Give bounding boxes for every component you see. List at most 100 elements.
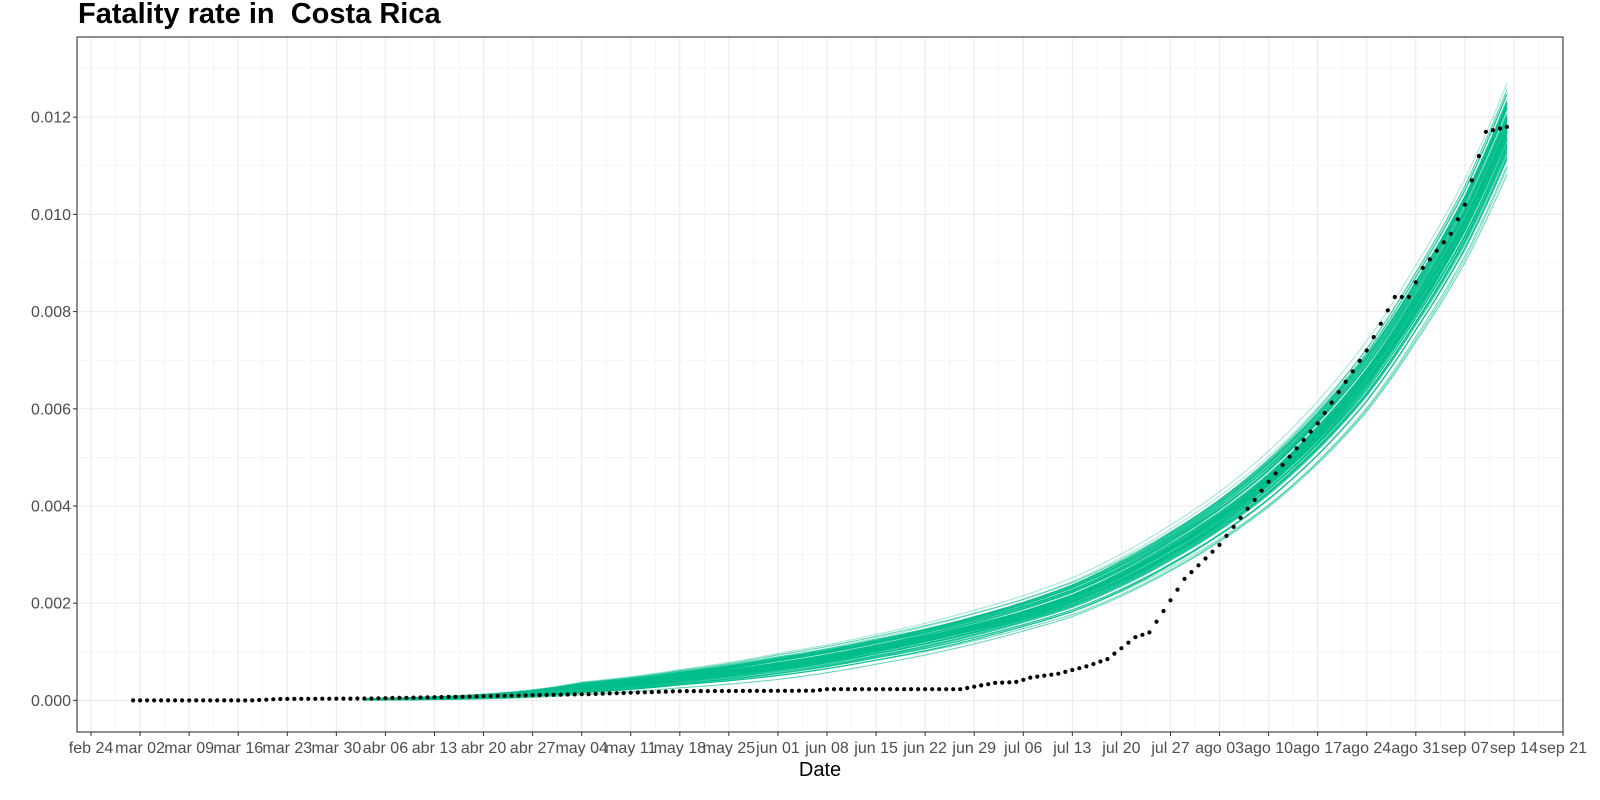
- observed-point: [881, 687, 886, 692]
- observed-point: [1238, 515, 1243, 520]
- y-tick-label: 0.012: [31, 110, 71, 127]
- observed-point: [558, 692, 563, 697]
- observed-point: [1035, 674, 1040, 679]
- x-tick-label: sep 14: [1490, 740, 1538, 757]
- observed-point: [775, 688, 781, 693]
- observed-point: [565, 692, 570, 697]
- observed-point: [1119, 646, 1124, 651]
- observed-point: [1322, 410, 1327, 416]
- x-tick-label: feb 24: [69, 740, 114, 757]
- observed-point: [1070, 667, 1075, 673]
- observed-point: [236, 698, 241, 703]
- grid-layer: [77, 37, 1564, 732]
- observed-point: [726, 688, 732, 694]
- observed-point: [166, 698, 171, 703]
- observed-point: [292, 696, 297, 702]
- observed-point: [621, 690, 626, 696]
- observed-point: [1189, 570, 1194, 575]
- x-tick-label: abr 27: [510, 740, 555, 757]
- observed-point: [1210, 549, 1215, 554]
- observed-point: [551, 692, 556, 697]
- observed-point: [138, 698, 143, 703]
- observed-point: [474, 694, 479, 699]
- observed-point: [334, 696, 339, 701]
- observed-point: [1231, 524, 1236, 529]
- observed-point: [250, 698, 255, 703]
- observed-point: [215, 698, 220, 703]
- observed-point: [895, 687, 900, 692]
- observed-point: [1469, 178, 1474, 183]
- observed-point: [1329, 400, 1334, 405]
- observed-point: [271, 697, 276, 702]
- observed-point: [817, 687, 823, 693]
- observed-point: [1105, 657, 1110, 662]
- observed-point: [923, 687, 928, 692]
- observed-point: [1476, 154, 1481, 159]
- observed-point: [145, 698, 150, 703]
- observed-point: [1259, 488, 1264, 493]
- observed-point: [418, 695, 423, 700]
- observed-point: [1280, 462, 1285, 468]
- observed-point: [607, 691, 612, 696]
- observed-point: [1021, 677, 1026, 682]
- observed-point: [733, 688, 739, 694]
- plot-border: [76, 36, 1564, 733]
- x-tick-label: abr 06: [363, 740, 408, 757]
- observed-point: [993, 680, 998, 686]
- observed-point: [1063, 669, 1068, 675]
- observed-point: [1224, 533, 1229, 539]
- observed-point: [824, 687, 830, 692]
- observed-point: [362, 696, 367, 701]
- y-tick-label: 0.002: [31, 596, 71, 613]
- observed-point: [1077, 666, 1082, 671]
- observed-point: [229, 698, 234, 703]
- observed-point: [453, 694, 458, 699]
- simulation-line: [364, 138, 1508, 701]
- observed-point: [1203, 556, 1208, 561]
- observed-point: [1000, 680, 1005, 685]
- observed-point: [530, 693, 535, 698]
- observed-point: [1245, 506, 1250, 511]
- observed-point: [649, 690, 654, 695]
- observed-point: [425, 695, 430, 700]
- observed-point: [1490, 128, 1495, 133]
- observed-point: [257, 697, 262, 703]
- observed-point: [1168, 598, 1173, 603]
- observed-point: [1497, 126, 1502, 131]
- simulation-line: [364, 93, 1508, 700]
- observed-point: [663, 689, 668, 694]
- observed-point: [523, 693, 528, 698]
- observed-point: [1252, 497, 1257, 502]
- x-tick-label: may 04: [555, 740, 608, 757]
- observed-point: [951, 687, 956, 692]
- observed-point: [642, 690, 647, 695]
- observed-point: [1441, 240, 1446, 245]
- x-tick-label: may 18: [654, 740, 707, 757]
- observed-point: [782, 688, 788, 693]
- observed-point: [495, 693, 500, 699]
- y-tick-label: 0.000: [31, 693, 71, 710]
- observed-point: [803, 688, 809, 693]
- observed-point: [1217, 542, 1222, 548]
- x-tick-label: jun 15: [853, 740, 898, 757]
- observed-point: [341, 696, 346, 701]
- simulation-line: [364, 118, 1508, 700]
- observed-point: [1308, 429, 1313, 434]
- x-tick-label: ago 03: [1195, 740, 1244, 757]
- x-tick-label: mar 02: [115, 740, 165, 757]
- observed-point: [1140, 632, 1145, 637]
- observed-point: [1175, 587, 1180, 592]
- observed-point: [1161, 608, 1166, 614]
- x-tick-label: jun 08: [804, 740, 849, 757]
- observed-point: [1056, 671, 1061, 676]
- observed-point: [1455, 217, 1460, 222]
- x-axis-title: Date: [799, 759, 841, 781]
- observed-point: [600, 691, 605, 696]
- observed-point: [684, 689, 689, 694]
- observed-point: [909, 687, 914, 692]
- observed-point: [1385, 308, 1390, 313]
- observed-point: [1399, 294, 1404, 300]
- observed-point: [796, 688, 802, 693]
- x-tick-label: mar 23: [262, 740, 312, 757]
